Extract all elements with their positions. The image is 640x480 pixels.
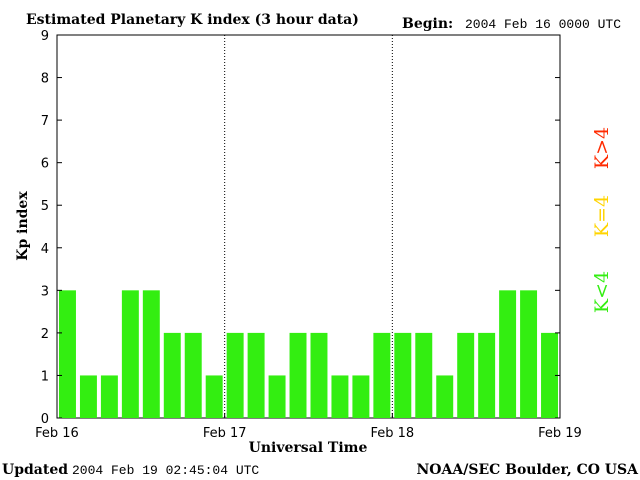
kp-bar [142,290,160,418]
y-tick-label: 8 [41,72,49,87]
legend-k-lt-4: K<4 [591,271,613,313]
kp-bar [100,375,118,418]
kp-bar [373,332,391,418]
x-tick-label: Feb 17 [203,426,247,441]
y-tick-label: 9 [41,29,49,44]
kp-bar [415,332,433,418]
y-tick-label: 2 [41,327,49,342]
x-axis-label: Universal Time [249,440,368,456]
kp-bar [247,332,265,418]
y-tick-label: 4 [41,242,49,257]
updated-label: Updated [2,462,68,478]
y-ticks: 0 1 2 3 4 5 6 7 8 9 [41,29,560,427]
source-credit: NOAA/SEC Boulder, CO USA [417,462,640,478]
begin-value: 2004 Feb 16 0000 UTC [465,17,621,32]
updated-value: 2004 Feb 19 02:45:04 UTC [72,463,259,478]
x-ticks: Feb 16 Feb 17 Feb 18 Feb 19 [35,413,582,441]
kp-bar [499,290,517,418]
x-tick-label: Feb 18 [370,426,414,441]
y-tick-label: 0 [41,412,49,427]
kp-bar [541,332,558,418]
kp-bar [205,375,223,418]
y-tick-label: 1 [41,369,49,384]
kp-bar [520,290,538,418]
legend-k-gt-4: K>4 [591,127,613,169]
begin-label: Begin: [402,16,453,32]
kp-bar [436,375,454,418]
kp-bar [352,375,370,418]
bars [59,290,558,418]
y-tick-label: 6 [41,157,49,172]
plot-area: 0 1 2 3 4 5 6 7 8 9 Feb 16 Feb 17 Feb 18 Feb 19 [35,29,582,441]
kp-bar [310,332,328,418]
kp-bar [184,332,202,418]
y-tick-label: 7 [41,114,49,129]
legend: K>4 K=4 K<4 [591,127,613,313]
kp-bar [59,290,76,418]
y-tick-label: 5 [41,199,49,214]
y-axis-label: Kp index [15,191,31,261]
kp-bar [457,332,475,418]
chart-title: Estimated Planetary K index (3 hour data… [26,12,359,28]
legend-k-eq-4: K=4 [591,195,613,237]
kp-bar [268,375,286,418]
kp-bar [289,332,307,418]
kp-bar [394,332,412,418]
plot-frame [56,34,561,419]
kp-bar [163,332,181,418]
x-tick-label: Feb 16 [35,426,79,441]
y-tick-label: 3 [41,284,49,299]
kp-bar [331,375,349,418]
x-tick-label: Feb 19 [538,426,582,441]
kp-bar [121,290,139,418]
kp-bar [226,332,244,418]
day-separators [224,35,393,418]
kp-bar [478,332,496,418]
kp-bar [79,375,97,418]
